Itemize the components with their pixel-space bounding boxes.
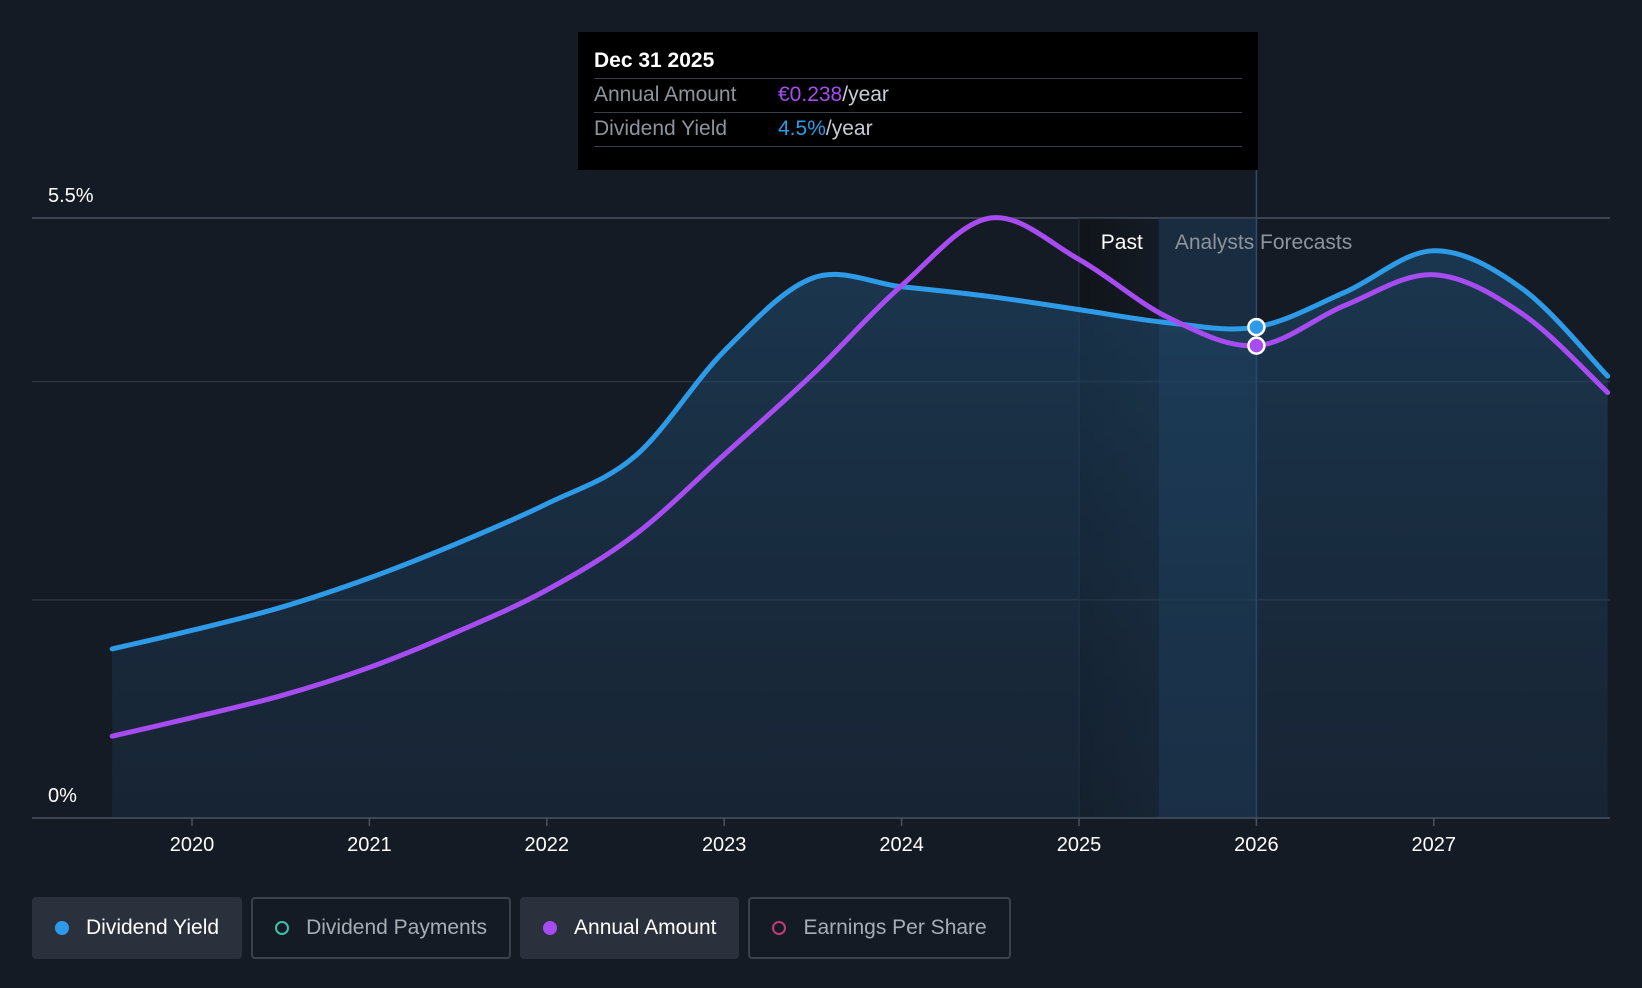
- dividend-yield-area: [112, 250, 1608, 818]
- legend-label: Dividend Yield: [86, 916, 220, 939]
- legend-dividend-payments-button[interactable]: Dividend Payments: [251, 897, 512, 959]
- x-tick-label: 2020: [170, 834, 215, 856]
- hollow-dot-icon: [275, 921, 290, 935]
- x-tick-label: 2027: [1412, 834, 1457, 856]
- x-tick-label: 2026: [1234, 834, 1279, 856]
- legend-annual-amount-button[interactable]: Annual Amount: [520, 897, 740, 959]
- legend-label: Annual Amount: [574, 916, 717, 939]
- filled-dot-icon: [55, 921, 69, 935]
- tooltip-value: €0.238: [778, 83, 843, 106]
- x-tick-label: 2022: [525, 834, 570, 856]
- forecast-label: Analysts Forecasts: [1175, 231, 1352, 254]
- x-tick-label: 2025: [1057, 834, 1102, 856]
- legend-label: Earnings Per Share: [803, 916, 987, 939]
- x-axis: [32, 817, 1610, 826]
- dividend-yield-line: [109, 248, 1611, 652]
- tooltip-date: Dec 31 2025: [594, 49, 715, 72]
- tooltip: Dec 31 2025 Annual Amount €0.238 /year D…: [578, 32, 1258, 170]
- tooltip-row-annual-amount: Annual Amount €0.238 /year: [594, 78, 1242, 112]
- annual-amount-line: [109, 215, 1611, 739]
- highlight-markers: [1247, 317, 1266, 355]
- tooltip-value: 4.5%: [778, 117, 826, 140]
- series-areas: [112, 250, 1608, 818]
- x-tick-label: 2023: [702, 834, 747, 856]
- series-lines: [109, 215, 1611, 739]
- annual-amount-marker: [1247, 336, 1266, 355]
- legend-earnings-per-share-button[interactable]: Earnings Per Share: [748, 897, 1011, 959]
- legend-dividend-yield-button[interactable]: Dividend Yield: [32, 897, 243, 959]
- tooltip-label: Annual Amount: [594, 83, 737, 106]
- y-tick-label: 0%: [48, 785, 77, 807]
- tooltip-unit: /year: [842, 83, 889, 106]
- y-tick-label: 5.5%: [48, 185, 94, 207]
- past-label: Past: [1101, 231, 1143, 254]
- tooltip-unit: /year: [825, 117, 873, 140]
- x-tick-label: 2021: [347, 834, 392, 856]
- x-tick-label: 2024: [879, 834, 924, 856]
- filled-dot-icon: [543, 921, 558, 935]
- tooltip-label: Dividend Yield: [594, 117, 728, 140]
- legend-label: Dividend Payments: [306, 916, 488, 939]
- tooltip-row-dividend-yield: Dividend Yield 4.5% /year: [594, 112, 1242, 147]
- legend: Dividend Yield Dividend Payments Annual …: [32, 897, 1011, 959]
- axis-labels: Past Analysts Forecasts 2020 2021 2022 2023 20…: [48, 185, 1456, 856]
- dividend-yield-marker: [1247, 317, 1266, 337]
- hollow-dot-icon: [772, 921, 787, 935]
